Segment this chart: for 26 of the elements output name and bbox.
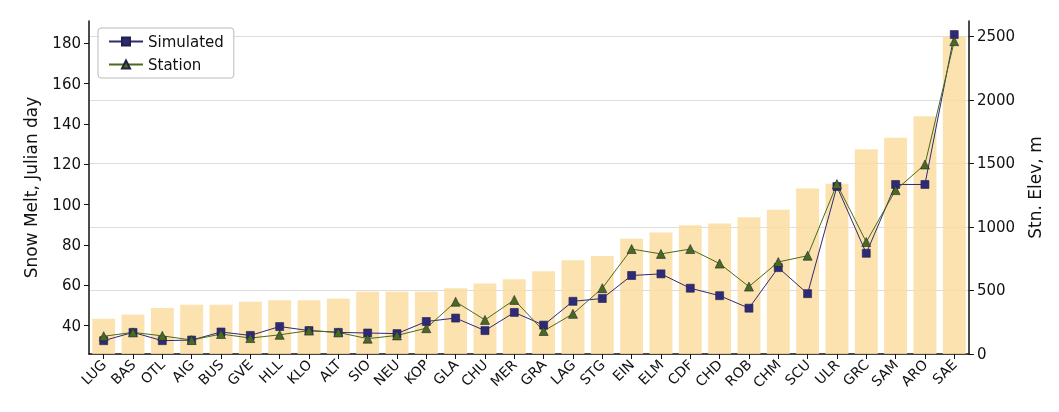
x-tick-label: EIN	[609, 356, 638, 385]
y-tick-label: 160	[52, 74, 81, 93]
y-tick-label: 180	[52, 34, 81, 53]
y2-axis-title: Stn. Elev, m	[1024, 136, 1045, 239]
y2-tick-label: 1000	[976, 217, 1016, 236]
y-tick-label: 80	[61, 236, 81, 255]
y-tick-label: 100	[52, 195, 81, 214]
x-tick-label: SIO	[345, 356, 374, 385]
y2-tick-label: 2500	[976, 27, 1016, 46]
y2-tick-label: 0	[976, 345, 987, 363]
y2-tick-label: 2000	[976, 90, 1016, 109]
y-axis-title: Snow Melt, Julian day	[20, 96, 41, 279]
y2-tick-label: 1500	[976, 154, 1016, 173]
legend-label: Station	[148, 55, 202, 74]
x-tick-label: HLL	[255, 356, 286, 387]
x-tick-label: ULR	[811, 356, 843, 388]
x-tick-label: OTL	[137, 356, 169, 387]
y-tick-label: 60	[61, 276, 81, 295]
y-tick-label: 120	[52, 155, 81, 174]
y-tick-label: 40	[61, 316, 81, 335]
x-tick-label: GRA	[517, 356, 550, 389]
x-tick-label: GLA	[429, 356, 462, 388]
y2-tick-label: 500	[976, 281, 1006, 300]
x-tick-label: AIG	[168, 356, 198, 385]
legend-label: Simulated	[148, 32, 224, 51]
y-tick-label: 140	[52, 114, 81, 133]
